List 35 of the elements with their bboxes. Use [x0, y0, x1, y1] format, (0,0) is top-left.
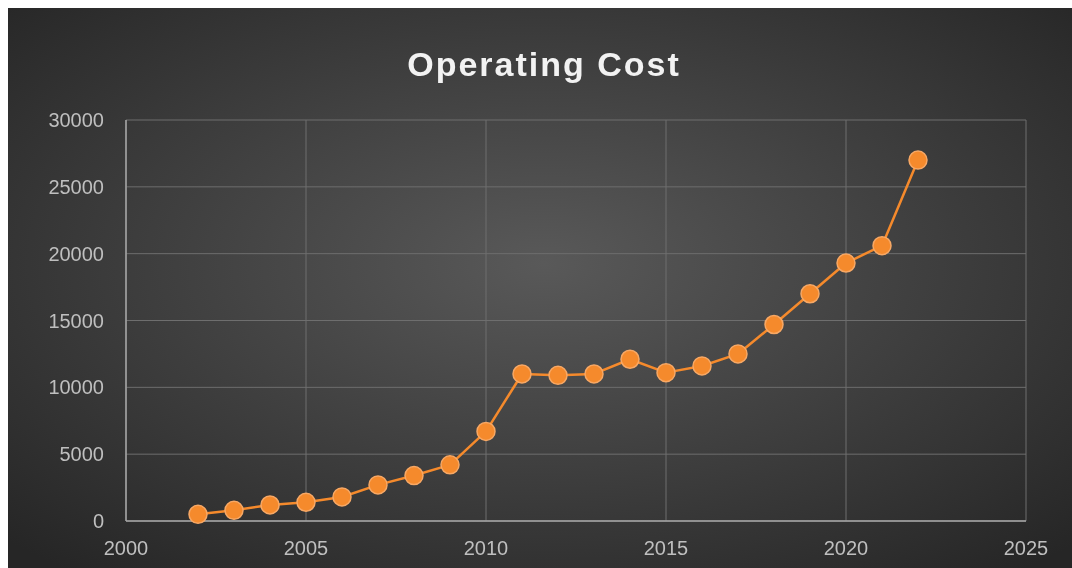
point	[620, 349, 640, 370]
point	[260, 495, 280, 515]
x-tick-label: 2015	[643, 537, 689, 559]
x-tick-label: 2000	[103, 537, 149, 559]
point	[404, 465, 424, 486]
point	[476, 421, 496, 442]
point	[692, 356, 712, 376]
point	[584, 364, 604, 384]
point	[836, 253, 856, 273]
point	[548, 365, 568, 386]
point	[224, 500, 244, 521]
x-tick-label: 2020	[823, 537, 869, 559]
point	[368, 475, 388, 495]
y-tick-label: 30000	[48, 109, 104, 131]
point	[872, 235, 892, 256]
point	[188, 504, 208, 525]
point	[656, 362, 676, 383]
y-tick-label: 15000	[48, 309, 104, 332]
point	[296, 492, 316, 513]
chart-title: Operating Cost	[407, 45, 681, 83]
x-tick-label: 2010	[463, 537, 509, 559]
x-tick-label: 2025	[1003, 537, 1049, 559]
point	[440, 455, 460, 475]
y-tick-label: 10000	[48, 376, 104, 399]
point	[800, 284, 820, 304]
point	[512, 364, 532, 384]
y-tick-label: 20000	[48, 242, 104, 265]
point	[764, 314, 784, 335]
point	[908, 150, 928, 170]
x-tick-label: 2005	[283, 537, 329, 559]
y-tick-label: 0	[92, 510, 104, 532]
point	[728, 344, 748, 364]
point	[332, 487, 352, 507]
y-tick-label: 5000	[59, 443, 104, 466]
y-tick-label: 25000	[48, 175, 104, 198]
